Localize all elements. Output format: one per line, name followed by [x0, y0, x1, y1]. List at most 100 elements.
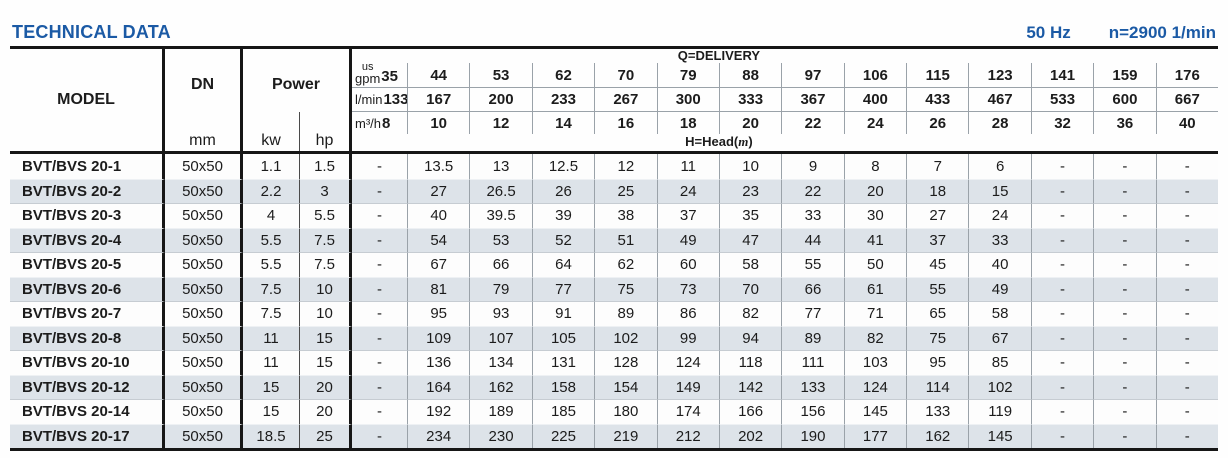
model-cell: BVT/BVS 20-7 [10, 301, 165, 326]
head-value-cell: - [1155, 276, 1218, 301]
dn-cell: 50x50 [165, 423, 243, 448]
head-value-cell: 60 [656, 252, 719, 277]
dn-cell: 50x50 [165, 154, 243, 179]
head-value-cell: 52 [531, 227, 595, 252]
head-value-cell: - [1093, 227, 1156, 252]
head-value-cell: - [1093, 276, 1156, 301]
head-value-cell: - [1155, 227, 1218, 252]
head-value-cell: 66 [469, 252, 532, 277]
head-value-cell: 154 [594, 374, 657, 399]
dn-cell: 50x50 [165, 276, 243, 301]
head-value-cell: 162 [906, 423, 969, 448]
delivery-header-value: 70 [594, 63, 657, 88]
dn-unit-label: mm [165, 112, 243, 151]
head-value-cell: 39.5 [469, 203, 532, 228]
head-value-cell: 89 [781, 325, 844, 350]
head-value-cell: - [1030, 252, 1094, 277]
head-value-cell: - [1155, 301, 1218, 326]
head-value-cell: 133 [906, 399, 969, 424]
head-value-cell: 185 [531, 399, 595, 424]
head-value-cell: 6 [968, 154, 1031, 179]
head-value-cell: 128 [594, 350, 657, 375]
head-value-cell: 55 [781, 252, 844, 277]
delivery-header-value: 79 [656, 63, 719, 88]
delivery-header-value: 115 [906, 63, 969, 88]
model-cell: BVT/BVS 20-14 [10, 399, 165, 424]
head-value-cell: 23 [718, 178, 782, 203]
head-value-cell: - [1093, 252, 1156, 277]
delivery-header-value: 62 [531, 63, 595, 88]
m3h-first-value: 8 [382, 114, 391, 132]
head-value-cell: 75 [594, 276, 657, 301]
delivery-header-value: 14 [531, 112, 594, 134]
delivery-header-value: 600 [1093, 88, 1156, 112]
delivery-header-value: 267 [594, 88, 657, 112]
head-value-cell: 94 [718, 325, 782, 350]
head-value-cell: - [1155, 423, 1218, 448]
head-value-cell: 39 [531, 203, 595, 228]
head-value-cell: - [1030, 276, 1094, 301]
head-value-cell: - [352, 154, 407, 179]
model-cell: BVT/BVS 20-1 [10, 154, 165, 179]
head-value-cell: 66 [781, 276, 844, 301]
head-value-cell: - [1030, 154, 1094, 179]
dn-cell: 50x50 [165, 252, 243, 277]
kw-cell: 11 [243, 350, 300, 375]
delivery-header-value: 400 [843, 88, 907, 112]
hp-cell: 1.5 [300, 154, 352, 179]
head-value-cell: 85 [968, 350, 1031, 375]
head-value-cell: - [1030, 399, 1094, 424]
head-value-cell: 109 [407, 325, 470, 350]
head-value-cell: - [1155, 399, 1218, 424]
head-value-cell: 67 [968, 325, 1031, 350]
head-value-cell: 102 [968, 374, 1031, 399]
head-value-cell: 189 [469, 399, 532, 424]
lmin-unit-cell: l/min 133 [352, 88, 408, 112]
power-column-header: Power [243, 49, 352, 112]
head-value-cell: 145 [843, 399, 907, 424]
head-value-cell: - [1030, 227, 1094, 252]
head-value-cell: - [1093, 423, 1156, 448]
dn-cell: 50x50 [165, 350, 243, 375]
delivery-header-value: 367 [781, 88, 844, 112]
head-value-cell: 67 [407, 252, 470, 277]
head-value-cell: - [1030, 203, 1094, 228]
head-value-cell: 107 [469, 325, 532, 350]
head-value-cell: 13.5 [407, 154, 470, 179]
head-value-cell: 73 [656, 276, 719, 301]
delivery-header-value: 44 [407, 63, 470, 88]
head-value-cell: 54 [407, 227, 470, 252]
kw-cell: 7.5 [243, 276, 300, 301]
delivery-header-value: 32 [1030, 112, 1093, 134]
delivery-header-value: 40 [1155, 112, 1218, 134]
dn-cell: 50x50 [165, 325, 243, 350]
delivery-header-value: 24 [843, 112, 906, 134]
hp-cell: 15 [300, 325, 352, 350]
head-value-cell: 166 [718, 399, 782, 424]
head-value-cell: - [1093, 399, 1156, 424]
delivery-header-value: 167 [407, 88, 470, 112]
head-value-cell: 37 [656, 203, 719, 228]
delivery-header-value: 16 [594, 112, 656, 134]
head-value-cell: 156 [781, 399, 844, 424]
model-cell: BVT/BVS 20-6 [10, 276, 165, 301]
dn-column-header: DN [165, 49, 243, 112]
head-value-cell: 27 [906, 203, 969, 228]
head-group-label: H=Head(m) [685, 134, 753, 149]
head-value-cell: 133 [781, 374, 844, 399]
delivery-header-value: 159 [1093, 63, 1156, 88]
kw-cell: 2.2 [243, 178, 300, 203]
head-value-cell: 202 [718, 423, 782, 448]
head-value-cell: 177 [843, 423, 907, 448]
page-title: TECHNICAL DATA [12, 22, 171, 42]
table-body: BVT/BVS 20-1 50x50 1.1 1.5-13.5 13 12.5 12 11 10… [10, 154, 1218, 451]
speed-label: n=2900 1/min [1108, 23, 1216, 42]
hp-cell: 10 [300, 301, 352, 326]
head-value-cell: 79 [469, 276, 532, 301]
head-value-cell: 58 [718, 252, 782, 277]
head-value-cell: 11 [656, 154, 719, 179]
head-value-cell: - [1093, 178, 1156, 203]
head-value-cell: 33 [781, 203, 844, 228]
head-value-cell: 12.5 [531, 154, 595, 179]
head-value-cell: - [1093, 203, 1156, 228]
